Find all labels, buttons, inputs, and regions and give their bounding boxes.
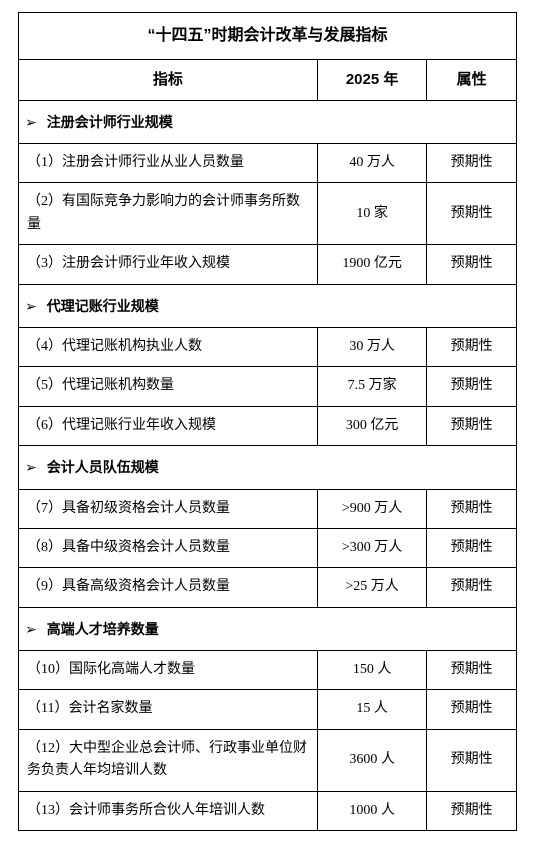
section-marker-icon: ➢ [25,456,37,478]
indicator-value: 3600 人 [317,729,427,791]
section-marker-icon: ➢ [25,295,37,317]
indicator-value: >300 万人 [317,528,427,567]
table-row: （4）代理记账机构执业人数30 万人预期性 [19,327,517,366]
indicator-value: >900 万人 [317,489,427,528]
table-title: “十四五”时期会计改革与发展指标 [19,13,517,60]
indicator-attribute: 预期性 [427,489,517,528]
section-header: ➢注册会计师行业规模 [19,100,517,143]
indicator-label: （4）代理记账机构执业人数 [19,327,318,366]
indicator-value: 30 万人 [317,327,427,366]
table-row: （11）会计名家数量15 人预期性 [19,690,517,729]
indicator-label: （3）注册会计师行业年收入规模 [19,245,318,284]
table-row: （2）有国际竞争力影响力的会计师事务所数量10 家预期性 [19,183,517,245]
indicator-label: （7）具备初级资格会计人员数量 [19,489,318,528]
indicator-attribute: 预期性 [427,406,517,445]
indicator-attribute: 预期性 [427,327,517,366]
indicators-table: “十四五”时期会计改革与发展指标指标2025 年属性➢注册会计师行业规模（1）注… [18,12,517,831]
header-indicator: 指标 [19,59,318,100]
indicator-label: （11）会计名家数量 [19,690,318,729]
indicator-label: （9）具备高级资格会计人员数量 [19,568,318,607]
indicator-attribute: 预期性 [427,367,517,406]
indicator-attribute: 预期性 [427,143,517,182]
indicator-value: 1000 人 [317,791,427,830]
indicator-attribute: 预期性 [427,183,517,245]
indicator-value: 40 万人 [317,143,427,182]
indicator-value: 1900 亿元 [317,245,427,284]
table-row: （3）注册会计师行业年收入规模1900 亿元预期性 [19,245,517,284]
indicator-attribute: 预期性 [427,651,517,690]
indicator-attribute: 预期性 [427,791,517,830]
indicator-label: （12）大中型企业总会计师、行政事业单位财务负责人年均培训人数 [19,729,318,791]
indicator-attribute: 预期性 [427,690,517,729]
table-row: （13）会计师事务所合伙人年培训人数1000 人预期性 [19,791,517,830]
section-header: ➢代理记账行业规模 [19,284,517,327]
table-row: （8）具备中级资格会计人员数量>300 万人预期性 [19,528,517,567]
indicator-value: >25 万人 [317,568,427,607]
indicator-label: （10）国际化高端人才数量 [19,651,318,690]
table-row: （5）代理记账机构数量7.5 万家预期性 [19,367,517,406]
table-row: （6）代理记账行业年收入规模300 亿元预期性 [19,406,517,445]
indicator-label: （13）会计师事务所合伙人年培训人数 [19,791,318,830]
table-row: （10）国际化高端人才数量150 人预期性 [19,651,517,690]
indicator-label: （2）有国际竞争力影响力的会计师事务所数量 [19,183,318,245]
indicator-value: 15 人 [317,690,427,729]
section-header: ➢会计人员队伍规模 [19,446,517,489]
table-row: （9）具备高级资格会计人员数量>25 万人预期性 [19,568,517,607]
section-marker-icon: ➢ [25,618,37,640]
indicator-label: （5）代理记账机构数量 [19,367,318,406]
indicator-attribute: 预期性 [427,568,517,607]
indicator-attribute: 预期性 [427,528,517,567]
table-row: （7）具备初级资格会计人员数量>900 万人预期性 [19,489,517,528]
table-row: （1）注册会计师行业从业人员数量40 万人预期性 [19,143,517,182]
indicator-attribute: 预期性 [427,245,517,284]
indicator-label: （8）具备中级资格会计人员数量 [19,528,318,567]
indicator-attribute: 预期性 [427,729,517,791]
header-year: 2025 年 [317,59,427,100]
indicator-value: 150 人 [317,651,427,690]
section-header: ➢高端人才培养数量 [19,607,517,650]
table-row: （12）大中型企业总会计师、行政事业单位财务负责人年均培训人数3600 人预期性 [19,729,517,791]
indicator-value: 300 亿元 [317,406,427,445]
indicator-label: （1）注册会计师行业从业人员数量 [19,143,318,182]
indicator-value: 7.5 万家 [317,367,427,406]
header-attribute: 属性 [427,59,517,100]
indicator-value: 10 家 [317,183,427,245]
indicator-label: （6）代理记账行业年收入规模 [19,406,318,445]
section-marker-icon: ➢ [25,111,37,133]
